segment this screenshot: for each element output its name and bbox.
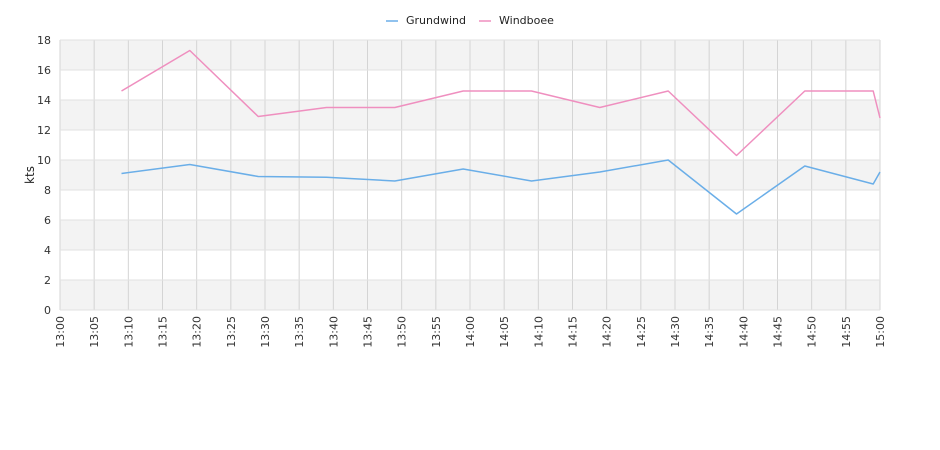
x-tick-label: 13:30 [259,316,272,348]
x-tick-label: 13:45 [362,316,375,348]
x-tick-label: 14:40 [737,316,750,348]
y-tick-label: 12 [37,124,51,137]
x-tick-label: 14:20 [601,316,614,348]
x-tick-label: 14:25 [635,316,648,348]
series-line-windboee [121,49,881,157]
y-tick-label: 2 [44,274,51,287]
x-tick-label: 13:05 [88,316,101,348]
y-tick-label: 18 [37,34,51,47]
x-tick-label: 14:05 [498,316,511,348]
x-tick-label: 14:00 [464,316,477,348]
x-tick-label: 14:30 [669,316,682,348]
y-tick-label: 4 [44,244,51,257]
y-tick-label: 6 [44,214,51,227]
y-tick-label: 16 [37,64,51,77]
legend-label: Windboee [499,14,554,27]
y-tick-label: 10 [37,154,51,167]
x-tick-label: 14:45 [772,316,785,348]
x-tick-label: 13:40 [327,316,340,348]
x-tick-label: 15:00 [874,316,887,348]
legend: Grundwind Windboee [386,14,554,27]
series-line-grundwind [121,159,881,215]
y-axis-ticks: 0 2 4 6 8 10 12 14 16 18 [37,34,51,317]
series-layer [121,49,881,215]
x-tick-label: 13:25 [225,316,238,348]
x-tick-label: 13:20 [191,316,204,348]
x-tick-label: 13:10 [122,316,135,348]
x-tick-label: 14:50 [806,316,819,348]
x-tick-label: 14:10 [532,316,545,348]
y-tick-label: 8 [44,184,51,197]
x-tick-label: 14:35 [703,316,716,348]
horizontal-gridlines [60,39,880,311]
y-axis-title: kts [23,166,37,184]
x-tick-label: 13:55 [430,316,443,348]
y-tick-label: 0 [44,304,51,317]
x-tick-label: 13:50 [396,316,409,348]
x-axis-ticks: 13:00 13:05 13:10 13:15 13:20 13:25 13:30 13:35… [54,316,887,348]
x-tick-label: 13:00 [54,316,67,348]
x-tick-label: 14:55 [840,316,853,348]
x-tick-label: 13:35 [293,316,306,348]
x-tick-label: 14:15 [567,316,580,348]
x-tick-label: 13:15 [157,316,170,348]
legend-label: Grundwind [406,14,466,27]
y-tick-label: 14 [37,94,51,107]
